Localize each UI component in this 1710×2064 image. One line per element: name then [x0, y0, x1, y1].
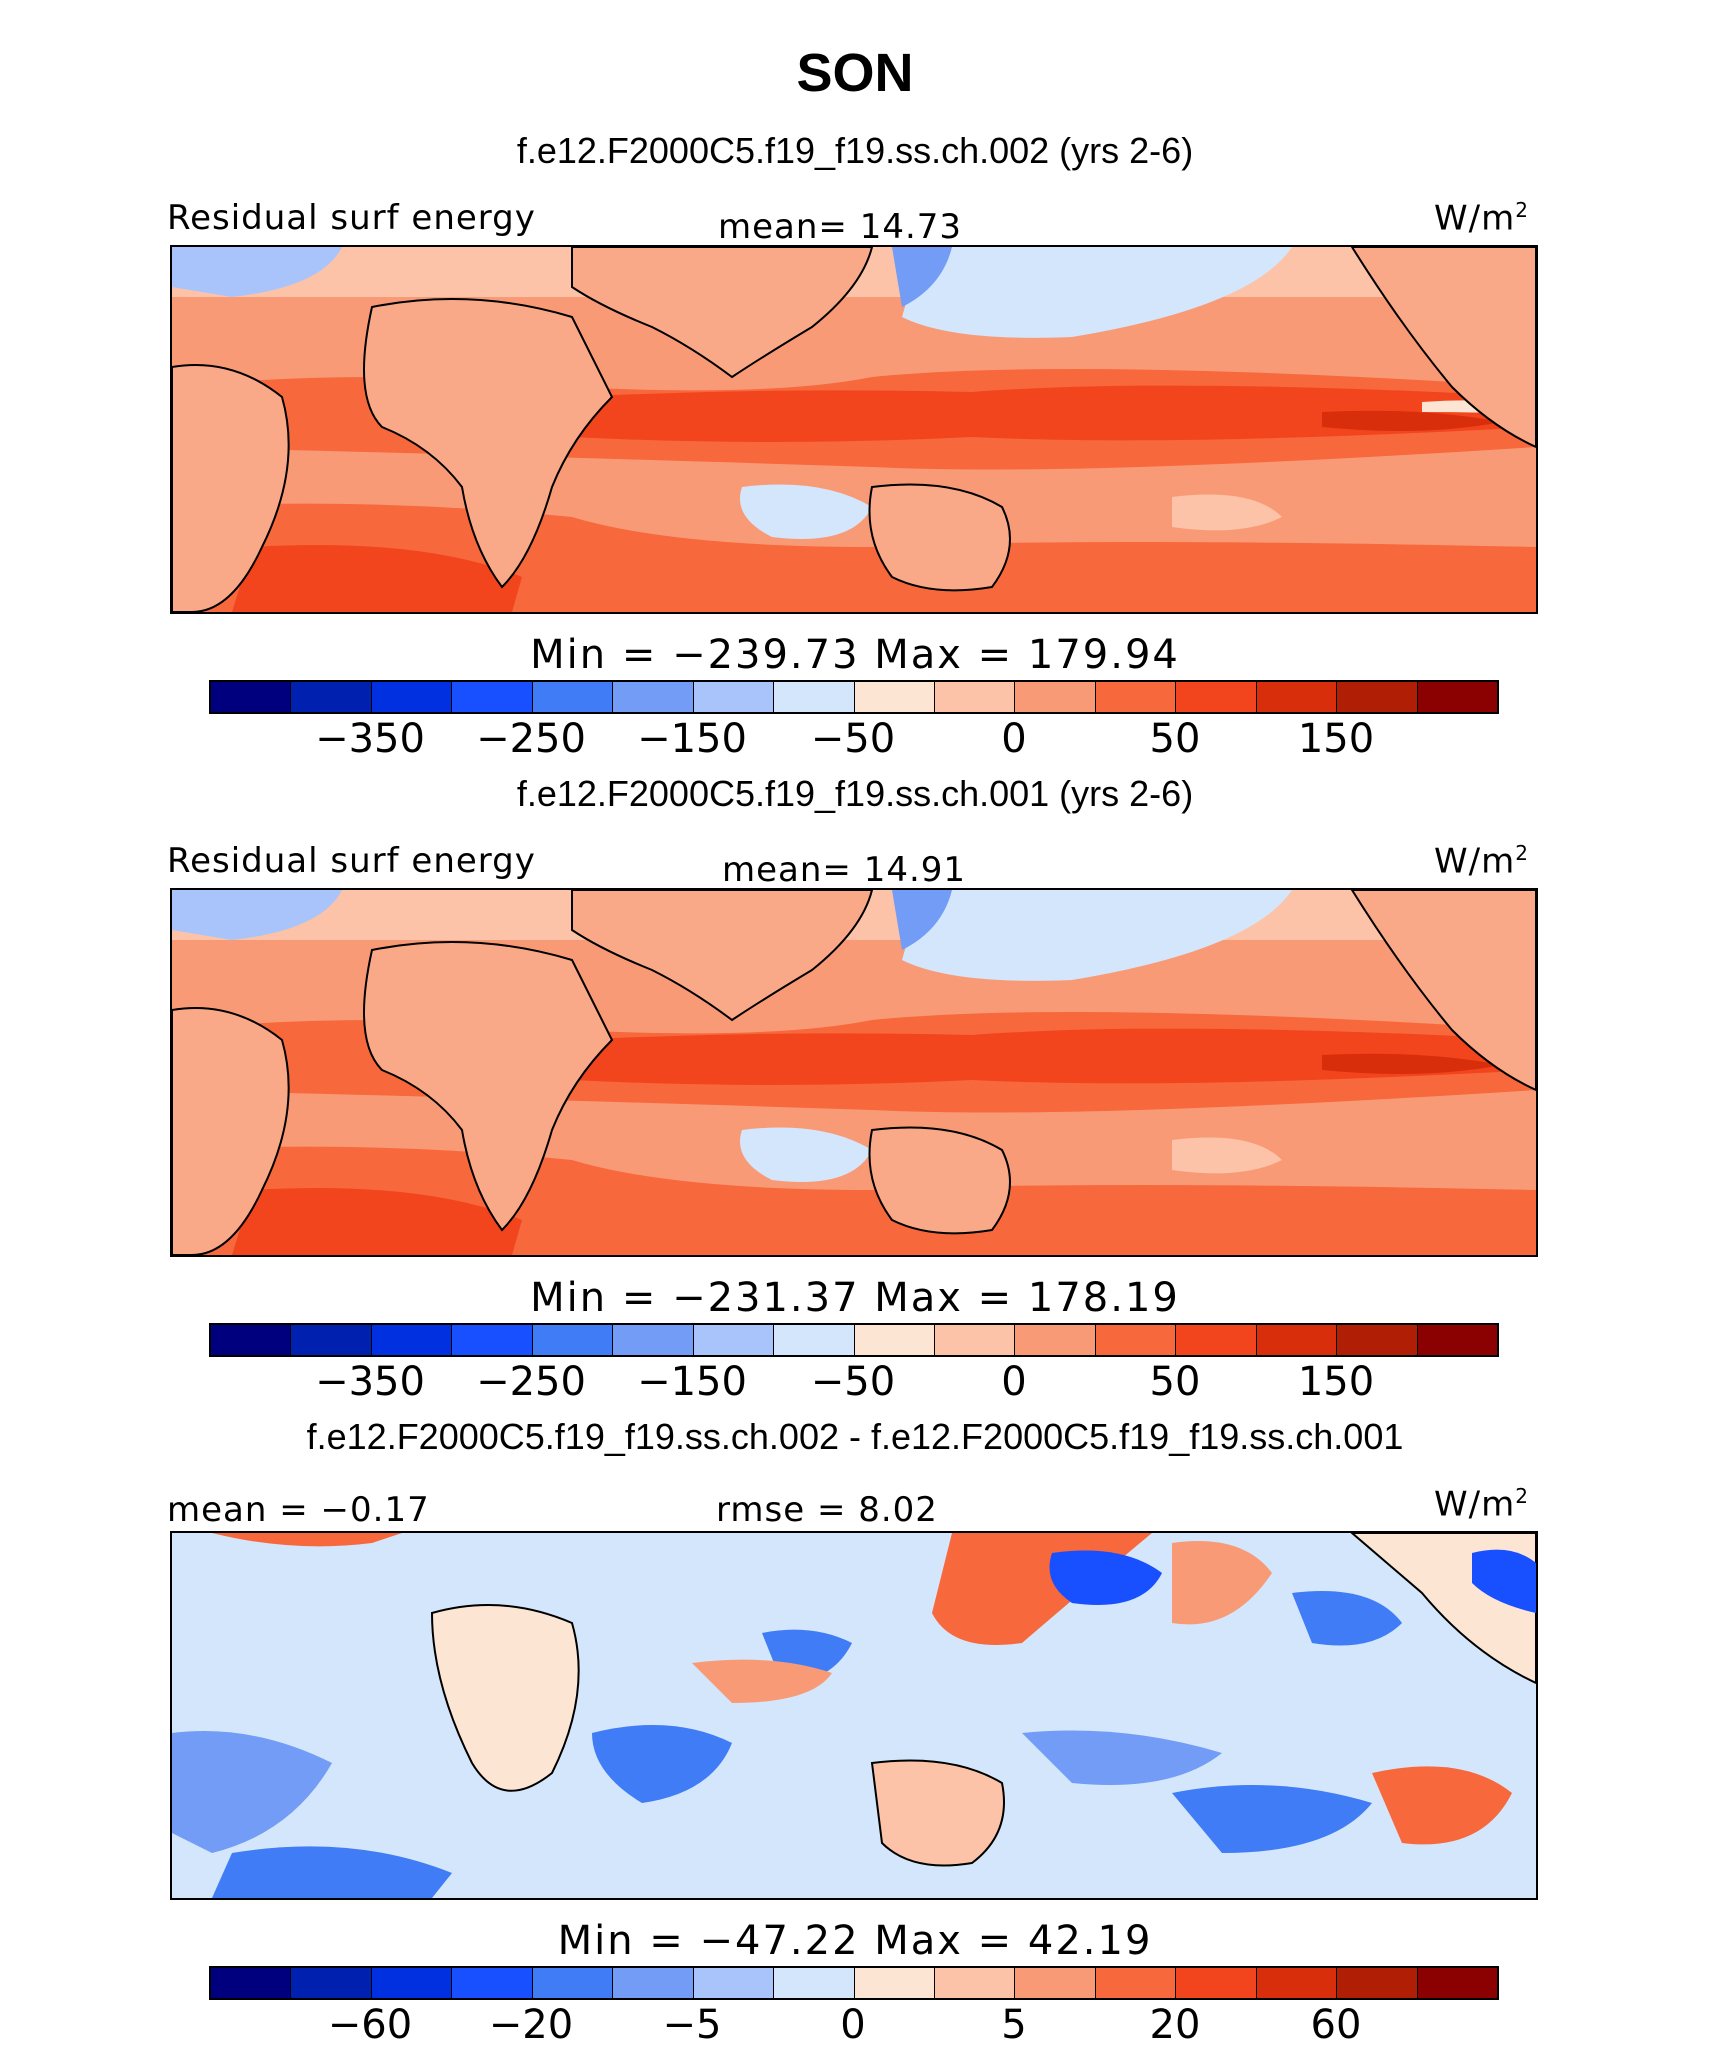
colorbar-tick: 0 [840, 2002, 866, 2048]
panel-2-colorbar [209, 1323, 1499, 1357]
colorbar-swatch [211, 682, 292, 712]
panel-1-map-field [172, 247, 1536, 612]
colorbar-swatch [1417, 682, 1497, 712]
panel-2-map-field [172, 890, 1536, 1255]
colorbar-swatch [1417, 1968, 1497, 1998]
panel-3-colorbar [209, 1966, 1499, 2000]
colorbar-tick: −60 [327, 2002, 413, 2048]
panel-1-mean-label: mean= 14.73 [718, 207, 963, 247]
panel-1-min-max: Min = −239.73 Max = 179.94 [530, 632, 1180, 678]
colorbar-swatch [854, 682, 935, 712]
colorbar-tick: −150 [637, 1359, 747, 1405]
colorbar-tick: 60 [1310, 2002, 1362, 2048]
colorbar-tick: −20 [488, 2002, 574, 2048]
colorbar-swatch [1176, 1325, 1257, 1355]
colorbar-swatch [1176, 682, 1257, 712]
colorbar-swatch [854, 1968, 935, 1998]
panel-1-case-title: f.e12.F2000C5.f19_f19.ss.ch.002 (yrs 2-6… [516, 130, 1194, 171]
colorbar-swatch [854, 1325, 935, 1355]
panel-3-mean-label: mean = −0.17 [167, 1490, 430, 1530]
panel-3-map [170, 1531, 1538, 1900]
colorbar-swatch [211, 1968, 292, 1998]
panel-2-min-max: Min = −231.37 Max = 178.19 [530, 1275, 1180, 1321]
panel-1-colorbar [209, 680, 1499, 714]
colorbar-swatch [934, 682, 1016, 712]
panel-2-case-title: f.e12.F2000C5.f19_f19.ss.ch.001 (yrs 2-6… [516, 773, 1194, 814]
colorbar-swatch [291, 1968, 372, 1998]
panel-2-units: W/m2 [1434, 841, 1529, 882]
colorbar-tick: 150 [1297, 1359, 1375, 1405]
colorbar-swatch [1176, 1968, 1257, 1998]
colorbar-swatch [1337, 682, 1418, 712]
colorbar-swatch [532, 682, 614, 712]
colorbar-swatch [1095, 682, 1177, 712]
colorbar-tick: 50 [1149, 1359, 1201, 1405]
panel-1-map [170, 245, 1538, 614]
colorbar-tick: −250 [476, 1359, 586, 1405]
colorbar-swatch [934, 1325, 1016, 1355]
panel-1-units: W/m2 [1434, 198, 1529, 239]
colorbar-swatch [371, 1968, 453, 1998]
colorbar-tick: 150 [1297, 716, 1375, 762]
colorbar-swatch [1015, 1325, 1096, 1355]
panel-2-mean-label: mean= 14.91 [722, 850, 967, 890]
colorbar-swatch [371, 682, 453, 712]
colorbar-swatch [1015, 1968, 1096, 1998]
colorbar-tick: −50 [810, 1359, 896, 1405]
colorbar-swatch [774, 682, 855, 712]
colorbar-tick: 50 [1149, 716, 1201, 762]
colorbar-swatch [532, 1968, 614, 1998]
panel-2-variable-label: Residual surf energy [167, 841, 536, 881]
panel-3-rmse-label: rmse = 8.02 [716, 1490, 938, 1530]
colorbar-swatch [211, 1325, 292, 1355]
panel-2-colorbar-ticks: −350 −250 −150 −50 0 50 150 [0, 1359, 1710, 1409]
colorbar-swatch [1337, 1968, 1418, 1998]
colorbar-swatch [1256, 682, 1338, 712]
panel-2-map [170, 888, 1538, 1257]
figure-title: SON [796, 43, 914, 103]
colorbar-swatch [613, 682, 694, 712]
panel-1-colorbar-ticks: −350 −250 −150 −50 0 50 150 [0, 716, 1710, 766]
colorbar-swatch [693, 1968, 775, 1998]
colorbar-swatch [1256, 1968, 1338, 1998]
colorbar-tick: −5 [662, 2002, 722, 2048]
colorbar-swatch [1256, 1325, 1338, 1355]
colorbar-tick: 20 [1149, 2002, 1201, 2048]
colorbar-swatch [613, 1968, 694, 1998]
colorbar-swatch [452, 1325, 533, 1355]
panel-1-variable-label: Residual surf energy [167, 198, 536, 238]
colorbar-swatch [291, 1325, 372, 1355]
colorbar-swatch [693, 1325, 775, 1355]
panel-3-units: W/m2 [1434, 1484, 1529, 1525]
colorbar-swatch [1337, 1325, 1418, 1355]
panel-3-colorbar-ticks: −60 −20 −5 0 5 20 60 [0, 2002, 1710, 2052]
colorbar-tick: −350 [315, 716, 425, 762]
panel-3-min-max: Min = −47.22 Max = 42.19 [557, 1918, 1153, 1964]
colorbar-swatch [613, 1325, 694, 1355]
colorbar-swatch [291, 682, 372, 712]
colorbar-swatch [693, 682, 775, 712]
colorbar-swatch [452, 1968, 533, 1998]
colorbar-swatch [532, 1325, 614, 1355]
panel-3-case-title: f.e12.F2000C5.f19_f19.ss.ch.002 - f.e12.… [306, 1416, 1404, 1457]
colorbar-tick: −250 [476, 716, 586, 762]
colorbar-swatch [774, 1325, 855, 1355]
colorbar-swatch [1015, 682, 1096, 712]
colorbar-tick: 0 [1001, 716, 1027, 762]
colorbar-swatch [452, 682, 533, 712]
colorbar-tick: 0 [1001, 1359, 1027, 1405]
colorbar-tick: −350 [315, 1359, 425, 1405]
colorbar-swatch [371, 1325, 453, 1355]
colorbar-tick: 5 [1001, 2002, 1027, 2048]
colorbar-swatch [1095, 1968, 1177, 1998]
colorbar-swatch [1417, 1325, 1497, 1355]
colorbar-swatch [934, 1968, 1016, 1998]
colorbar-swatch [774, 1968, 855, 1998]
colorbar-swatch [1095, 1325, 1177, 1355]
panel-3-map-field [172, 1533, 1536, 1898]
colorbar-tick: −50 [810, 716, 896, 762]
colorbar-tick: −150 [637, 716, 747, 762]
